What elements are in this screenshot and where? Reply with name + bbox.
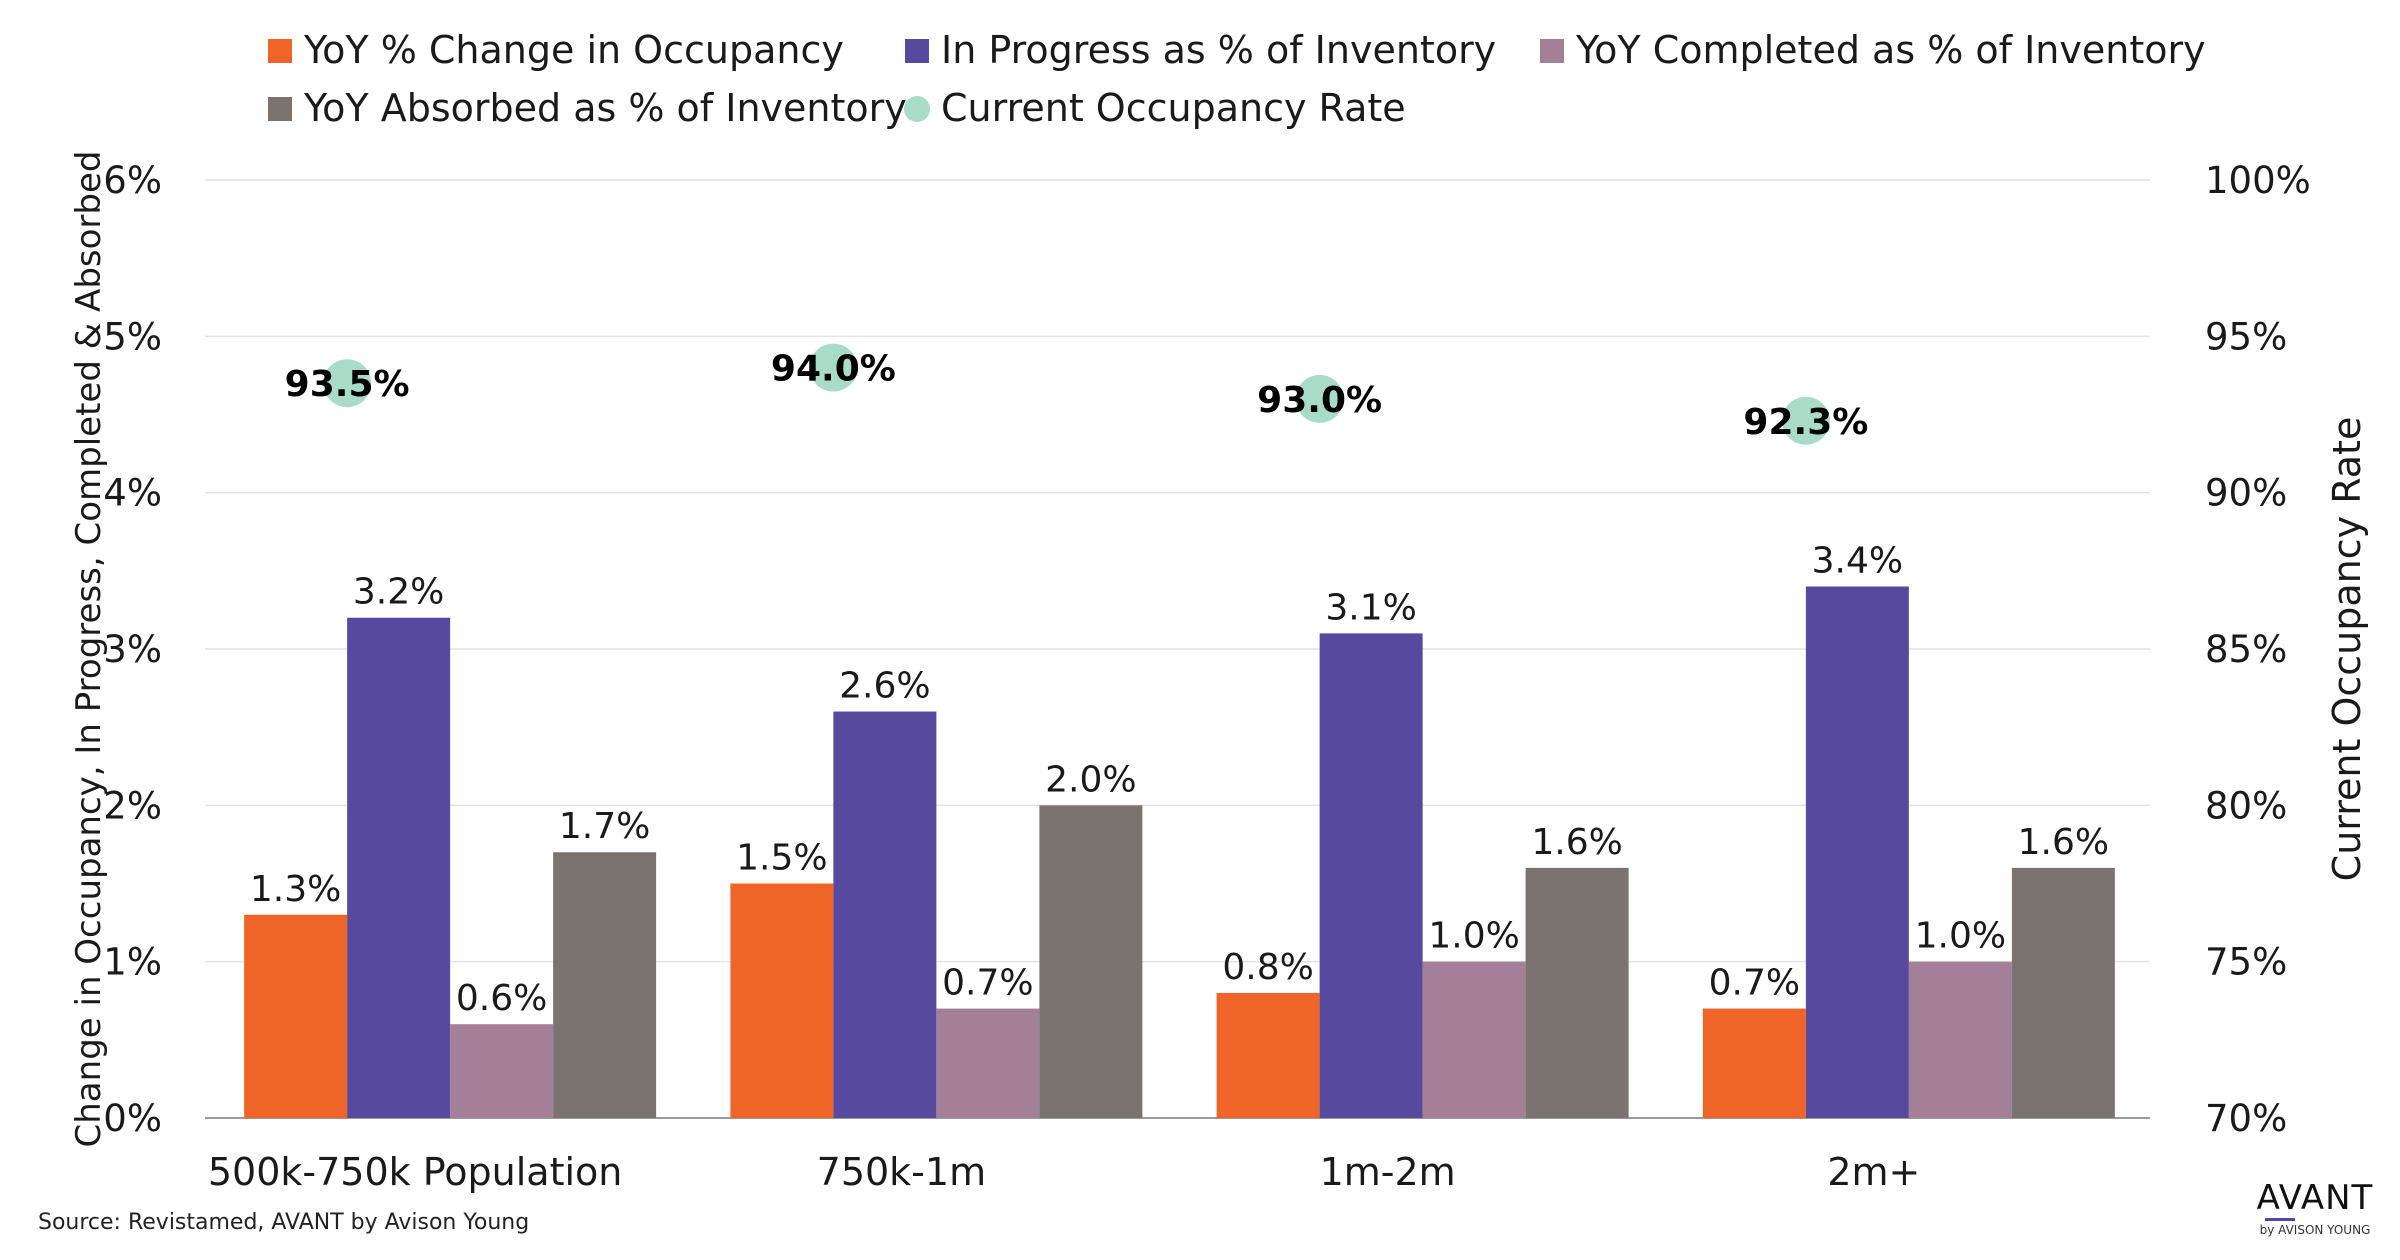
y-axis-right: 70% 75% 80% 85% 90% 95% 100%: [2205, 159, 2311, 1140]
occupancy-data-label: 92.3%: [1743, 402, 1868, 443]
bar: [833, 711, 937, 1118]
legend-label: YoY Completed as % of Inventory: [1575, 28, 2206, 72]
bar: [1422, 961, 1526, 1118]
bar: [1702, 1008, 1806, 1118]
legend: YoY % Change in Occupancy In Progress as …: [268, 28, 2206, 130]
x-category-label: 1m-2m: [1320, 1150, 1456, 1194]
legend-label: Current Occupancy Rate: [941, 86, 1406, 130]
x-category-label: 750k-1m: [817, 1150, 986, 1194]
x-category-label: 2m+: [1827, 1150, 1920, 1194]
bar-data-label: 1.6%: [1531, 822, 1622, 863]
bar-data-label: 2.0%: [1045, 759, 1136, 800]
bars: 1.3% 3.2% 0.6% 1.7% 1.5% 2.6% 0.7% 2.0% 0.8% 3.1%…: [244, 540, 2115, 1118]
bar-data-label: 0.7%: [1709, 963, 1800, 1004]
y-tick-label-right: 90%: [2205, 472, 2287, 515]
y-axis-left: 0% 1% 2% 3% 4% 5% 6%: [103, 159, 162, 1140]
bar: [347, 617, 451, 1118]
y-tick-label-right: 85%: [2205, 628, 2287, 671]
legend-swatch: [268, 97, 292, 121]
legend-label: YoY Absorbed as % of Inventory: [303, 86, 907, 130]
y-axis-title-left: Change in Occupancy, In Progress, Comple…: [69, 151, 109, 1148]
bar: [1805, 586, 1909, 1118]
bar-data-label: 1.6%: [2018, 822, 2109, 863]
legend-swatch: [905, 39, 929, 63]
y-tick-label-right: 75%: [2205, 941, 2287, 984]
occupancy-point: [323, 359, 372, 408]
occupancy-data-label: 94.0%: [771, 349, 896, 390]
occupancy-points: 93.5% 94.0% 93.0% 92.3%: [285, 343, 1868, 445]
legend-label: YoY % Change in Occupancy: [303, 28, 844, 72]
logo-subtitle: by AVISON YOUNG: [2259, 1223, 2371, 1237]
avant-logo: AVANT by AVISON YOUNG: [2250, 1180, 2380, 1237]
bar: [450, 1024, 554, 1118]
bar-data-label: 0.7%: [942, 963, 1033, 1004]
y-tick-label-left: 6%: [103, 159, 162, 202]
bar-data-label: 0.8%: [1222, 947, 1313, 988]
bar-data-label: 1.0%: [1915, 916, 2006, 957]
y-tick-label-left: 3%: [103, 628, 162, 671]
y-axis-title-right: Current Occupancy Rate: [2325, 417, 2369, 882]
bar-data-label: 3.2%: [353, 572, 444, 613]
bar: [244, 914, 348, 1118]
legend-swatch: [1540, 39, 1564, 63]
bar: [1039, 805, 1143, 1118]
bar: [936, 1008, 1040, 1118]
legend-label: In Progress as % of Inventory: [941, 28, 1496, 72]
y-tick-label-left: 1%: [103, 941, 162, 984]
bar-data-label: 2.6%: [839, 666, 930, 707]
occupancy-point: [1295, 374, 1344, 423]
bar: [1908, 961, 2012, 1118]
y-tick-label-right: 80%: [2205, 784, 2287, 827]
bar-data-label: 3.4%: [1812, 540, 1903, 581]
bar: [1525, 867, 1629, 1118]
x-category-label: 500k-750k Population: [208, 1150, 623, 1194]
bar: [730, 883, 834, 1118]
occupancy-data-label: 93.5%: [285, 364, 410, 405]
y-tick-label-right: 70%: [2205, 1097, 2287, 1140]
logo-wordmark: AVANT: [2256, 1178, 2374, 1218]
y-tick-label-right: 100%: [2205, 159, 2311, 202]
bar-data-label: 1.0%: [1428, 916, 1519, 957]
y-tick-label-left: 4%: [103, 472, 162, 515]
bar-data-label: 3.1%: [1325, 587, 1416, 628]
source-note: Source: Revistamed, AVANT by Avison Youn…: [38, 1210, 530, 1235]
occupancy-point: [809, 343, 858, 392]
legend-swatch: [904, 96, 930, 122]
logo-bar: [2265, 1218, 2295, 1221]
bar-data-label: 1.5%: [736, 838, 827, 879]
bar-data-label: 1.3%: [250, 869, 341, 910]
bar: [2011, 867, 2115, 1118]
y-tick-label-left: 2%: [103, 784, 162, 827]
bar: [1319, 633, 1423, 1118]
x-axis: 500k-750k Population 750k-1m 1m-2m 2m+: [208, 1150, 1921, 1194]
y-tick-label-left: 5%: [103, 315, 162, 358]
bar-data-label: 1.7%: [559, 806, 650, 847]
occupancy-data-label: 93.0%: [1257, 380, 1382, 421]
bar: [553, 852, 657, 1118]
bar: [1216, 992, 1320, 1118]
y-tick-label-right: 95%: [2205, 315, 2287, 358]
bar-data-label: 0.6%: [456, 978, 547, 1019]
y-tick-label-left: 0%: [103, 1097, 162, 1140]
legend-swatch: [268, 39, 292, 63]
occupancy-point: [1781, 396, 1830, 445]
